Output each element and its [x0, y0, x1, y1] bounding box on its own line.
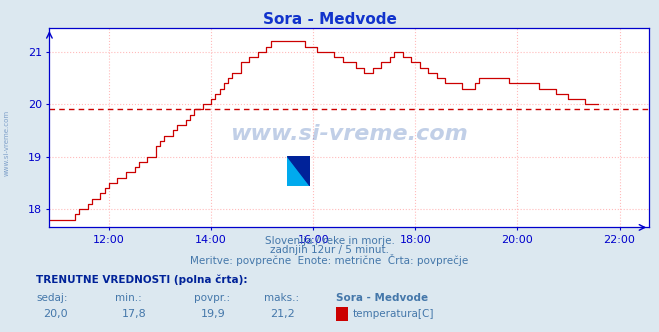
Text: www.si-vreme.com: www.si-vreme.com — [3, 110, 10, 176]
Polygon shape — [287, 156, 310, 186]
Text: www.si-vreme.com: www.si-vreme.com — [231, 124, 468, 144]
Text: Sora - Medvode: Sora - Medvode — [262, 12, 397, 27]
Text: zadnjih 12ur / 5 minut.: zadnjih 12ur / 5 minut. — [270, 245, 389, 255]
Text: Sora - Medvode: Sora - Medvode — [336, 293, 428, 303]
Text: 20,0: 20,0 — [43, 309, 67, 319]
Text: maks.:: maks.: — [264, 293, 299, 303]
Text: temperatura[C]: temperatura[C] — [353, 309, 434, 319]
Text: povpr.:: povpr.: — [194, 293, 231, 303]
Bar — [287, 156, 299, 186]
Text: min.:: min.: — [115, 293, 142, 303]
Text: Meritve: povprečne  Enote: metrične  Črta: povprečje: Meritve: povprečne Enote: metrične Črta:… — [190, 254, 469, 266]
Text: Slovenija / reke in morje.: Slovenija / reke in morje. — [264, 236, 395, 246]
Polygon shape — [287, 156, 310, 186]
Text: 19,9: 19,9 — [201, 309, 226, 319]
Text: 17,8: 17,8 — [122, 309, 147, 319]
Text: sedaj:: sedaj: — [36, 293, 68, 303]
Text: 21,2: 21,2 — [270, 309, 295, 319]
Text: TRENUTNE VREDNOSTI (polna črta):: TRENUTNE VREDNOSTI (polna črta): — [36, 275, 248, 286]
